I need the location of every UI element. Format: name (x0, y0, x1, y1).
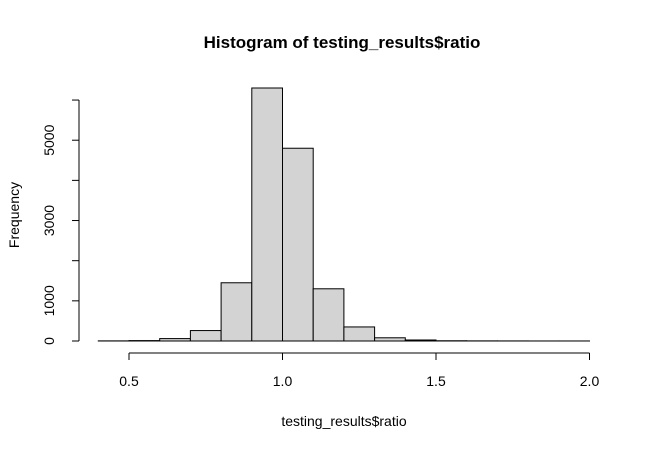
chart-title: Histogram of testing_results$ratio (204, 33, 481, 52)
y-tick-label: 0 (41, 337, 57, 345)
x-axis-label: testing_results$ratio (281, 413, 407, 429)
histogram-bar (251, 87, 284, 342)
x-tick-label: 2.0 (580, 373, 600, 389)
histogram-bar (374, 337, 406, 342)
x-tick-label: 1.0 (273, 373, 293, 389)
histogram-bars (97, 87, 590, 342)
histogram-bar (312, 288, 345, 342)
y-tick-label: 1000 (41, 285, 57, 316)
histogram-bar (189, 330, 222, 342)
x-axis: 0.5 1.0 1.5 2.0 (119, 352, 600, 389)
histogram-bar (343, 326, 376, 342)
y-tick-label: 3000 (41, 205, 57, 236)
y-axis-label: Frequency (6, 182, 22, 248)
y-axis: 0 1000 3000 5000 (41, 99, 80, 345)
histogram-bar (159, 338, 191, 342)
histogram-bar (404, 339, 437, 342)
histogram-bar (220, 282, 253, 342)
x-tick-label: 1.5 (426, 373, 446, 389)
x-tick-label: 0.5 (119, 373, 139, 389)
y-tick-label: 5000 (41, 124, 57, 155)
histogram-bar (282, 147, 314, 342)
